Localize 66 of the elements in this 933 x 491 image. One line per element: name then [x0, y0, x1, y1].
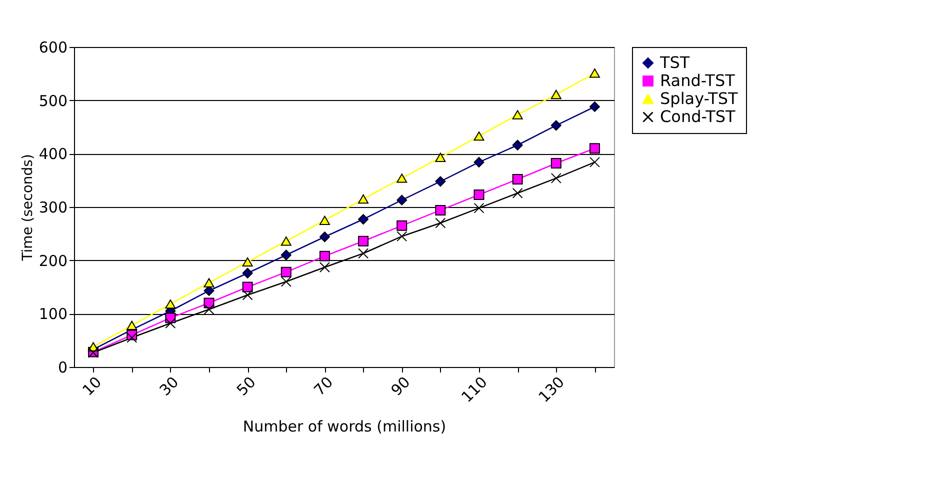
- point: [512, 188, 523, 198]
- point: [589, 143, 600, 154]
- y-tick-label: 500: [38, 92, 68, 110]
- point: [512, 110, 523, 120]
- x-axis-title: Number of words (millions): [242, 417, 446, 436]
- point: [165, 299, 176, 309]
- y-axis-title: Time (seconds): [20, 154, 36, 262]
- point: [204, 278, 214, 288]
- y-tick-label: 100: [38, 305, 68, 324]
- point: [396, 174, 408, 183]
- point: [512, 174, 523, 185]
- point: [280, 276, 292, 287]
- point: [396, 220, 408, 231]
- y-tick-label: 400: [38, 145, 68, 164]
- point: [550, 90, 562, 100]
- point: [319, 262, 330, 273]
- point: [358, 214, 369, 225]
- point: [319, 250, 330, 262]
- point: [589, 156, 600, 168]
- point: [126, 320, 138, 330]
- point: [280, 266, 292, 278]
- x-tick-label: 70: [310, 373, 337, 400]
- point: [358, 236, 369, 246]
- legend-label: Rand-TST: [660, 71, 736, 90]
- point: [165, 318, 176, 329]
- point: [550, 120, 562, 131]
- point: [280, 236, 292, 246]
- y-tick-label: 0: [58, 358, 68, 376]
- point: [204, 304, 214, 315]
- point: [512, 140, 523, 150]
- point: [474, 189, 484, 200]
- point: [396, 194, 408, 206]
- point: [358, 194, 369, 204]
- point: [242, 282, 253, 292]
- x-tick-label: 110: [458, 373, 491, 406]
- point: [280, 250, 292, 260]
- legend-label: Splay-TST: [660, 89, 738, 108]
- x-tick-label: 30: [156, 373, 182, 400]
- y-tick-label: 600: [38, 38, 68, 56]
- point: [589, 68, 600, 78]
- y-tick-label: 300: [38, 198, 68, 216]
- point: [242, 257, 253, 267]
- point: [358, 248, 369, 259]
- point: [435, 152, 446, 162]
- point: [396, 231, 408, 242]
- point: [435, 204, 446, 216]
- point: [550, 172, 562, 184]
- point: [474, 156, 484, 168]
- point: [319, 216, 330, 225]
- legend-label: Cond-TST: [660, 107, 736, 126]
- legend-label: TST: [659, 53, 690, 72]
- point: [550, 158, 562, 169]
- point: [474, 131, 484, 141]
- x-tick-label: 50: [233, 373, 260, 400]
- point: [126, 332, 138, 343]
- x-tick-label: 130: [534, 373, 568, 406]
- point: [435, 218, 446, 228]
- point: [589, 101, 600, 112]
- point: [242, 268, 253, 278]
- x-tick-label: 10: [78, 373, 106, 400]
- x-tick-label: 90: [387, 373, 414, 400]
- point: [242, 290, 253, 300]
- point: [435, 176, 446, 187]
- point: [474, 202, 484, 214]
- point: [319, 232, 330, 242]
- y-tick-label: 200: [38, 252, 68, 270]
